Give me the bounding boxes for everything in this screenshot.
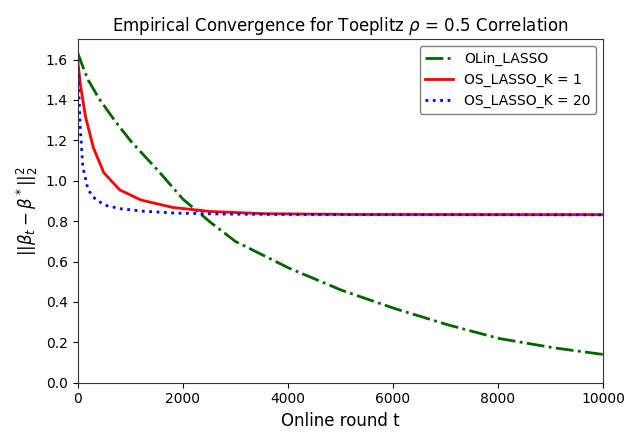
OS_LASSO_K = 20 [329, 212, 337, 217]
Line: OS_LASSO_K = 20: OS_LASSO_K = 20 [77, 53, 603, 215]
OLin_LASSO [488, 334, 495, 339]
OS_LASSO_K = 1 [329, 212, 337, 217]
OLin_LASSO [599, 352, 607, 357]
OS_LASSO_K = 1 [584, 212, 591, 217]
Y-axis label: $||\beta_t - \beta^*||_2^2$: $||\beta_t - \beta^*||_2^2$ [15, 166, 40, 256]
Title: Empirical Convergence for Toeplitz $\rho$ = 0.5 Correlation: Empirical Convergence for Toeplitz $\rho… [112, 15, 568, 37]
OS_LASSO_K = 20 [316, 212, 323, 217]
OLin_LASSO [316, 278, 323, 283]
OLin_LASSO [584, 350, 591, 355]
OLin_LASSO [74, 50, 81, 55]
Legend: OLin_LASSO, OS_LASSO_K = 1, OS_LASSO_K = 20: OLin_LASSO, OS_LASSO_K = 1, OS_LASSO_K =… [420, 46, 596, 114]
OS_LASSO_K = 20 [599, 212, 607, 218]
OS_LASSO_K = 1 [74, 57, 81, 62]
OS_LASSO_K = 20 [74, 50, 81, 55]
Line: OS_LASSO_K = 1: OS_LASSO_K = 1 [77, 60, 603, 214]
OLin_LASSO [100, 104, 108, 109]
OS_LASSO_K = 20 [584, 212, 591, 218]
OS_LASSO_K = 20 [100, 202, 108, 207]
OLin_LASSO [584, 350, 591, 355]
OS_LASSO_K = 1 [599, 212, 607, 217]
OS_LASSO_K = 1 [488, 212, 495, 217]
Line: OLin_LASSO: OLin_LASSO [77, 53, 603, 355]
OLin_LASSO [329, 284, 337, 289]
OS_LASSO_K = 1 [584, 212, 591, 217]
OS_LASSO_K = 1 [100, 170, 108, 176]
X-axis label: Online round t: Online round t [281, 412, 399, 430]
OS_LASSO_K = 20 [488, 212, 495, 218]
OS_LASSO_K = 1 [316, 211, 323, 217]
OS_LASSO_K = 20 [584, 212, 591, 218]
